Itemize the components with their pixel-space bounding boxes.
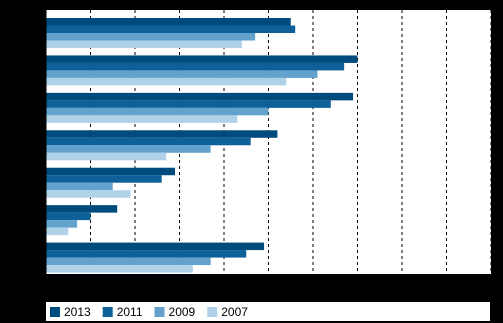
bar xyxy=(46,18,291,26)
legend-swatch xyxy=(50,307,60,317)
bar xyxy=(46,70,318,78)
bar xyxy=(46,33,256,41)
bar xyxy=(46,130,278,138)
bar xyxy=(46,250,247,258)
bar xyxy=(46,220,78,228)
legend-swatch xyxy=(102,307,113,317)
bar xyxy=(46,205,118,213)
bar xyxy=(46,92,354,101)
bar xyxy=(46,227,69,236)
bar xyxy=(46,182,113,191)
bar xyxy=(46,167,176,176)
bar xyxy=(46,77,287,86)
legend-swatch xyxy=(154,307,165,317)
bar xyxy=(46,152,167,161)
bar xyxy=(46,212,91,221)
bar xyxy=(46,107,269,116)
legend-label: 2007 xyxy=(221,305,248,319)
bar xyxy=(46,145,211,153)
bar xyxy=(46,175,162,183)
bar xyxy=(46,265,193,273)
bar xyxy=(46,115,238,123)
bar xyxy=(46,25,296,33)
bar xyxy=(46,137,251,146)
bar xyxy=(46,55,358,63)
legend-swatch xyxy=(207,307,218,317)
bar xyxy=(46,100,331,108)
bar xyxy=(46,190,131,198)
legend-label: 2013 xyxy=(64,305,91,319)
bar xyxy=(46,257,211,266)
bar xyxy=(46,62,345,71)
bar xyxy=(46,242,265,251)
legend-label: 2011 xyxy=(117,305,143,319)
legend-label: 2009 xyxy=(169,305,196,319)
bar xyxy=(46,40,242,48)
